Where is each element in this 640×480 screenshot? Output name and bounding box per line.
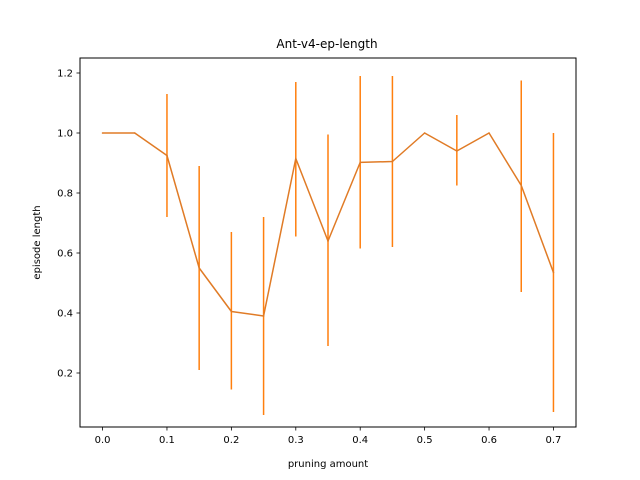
data-point [456,150,458,152]
data-point [552,271,555,274]
data-point [198,267,200,269]
data-point [359,161,362,164]
y-axis-label: episode length [32,205,43,279]
x-tick-label: 0.5 [417,435,433,446]
data-point [166,154,168,157]
y-tick-label: 0.6 [57,249,73,260]
x-tick-label: 0.1 [159,435,175,446]
y-axis: 0.2 0.4 0.6 0.8 1.0 1.2 [57,69,80,380]
series-0 [101,76,555,415]
data-point [230,310,233,313]
y-tick-label: 0.4 [57,309,73,320]
y-tick-label: 0.8 [57,189,73,200]
axes-frame [79,57,577,428]
chart-title: Ant-v4-ep-length [276,37,377,51]
data-point [423,132,426,134]
x-tick-label: 0.6 [481,435,497,446]
x-tick-label: 0.0 [95,435,111,446]
x-tick-label: 0.3 [288,435,304,446]
y-tick-label: 1.0 [57,129,73,140]
y-tick-label: 1.2 [57,69,73,80]
data-point [262,315,265,317]
data-point [391,160,394,163]
x-axis: 0.0 0.1 0.2 0.3 0.4 0.5 0.6 0.7 [95,427,562,446]
data-point [294,157,297,160]
data-point [520,184,523,187]
x-tick-label: 0.7 [546,435,562,446]
plot-area [101,76,555,415]
x-tick-label: 0.2 [223,435,239,446]
data-point [488,132,490,134]
data-point [101,132,104,134]
y-tick-label: 0.2 [57,369,73,380]
data-point [133,132,136,134]
x-axis-label: pruning amount [288,459,368,470]
data-point [327,240,329,242]
x-tick-label: 0.4 [352,435,368,446]
